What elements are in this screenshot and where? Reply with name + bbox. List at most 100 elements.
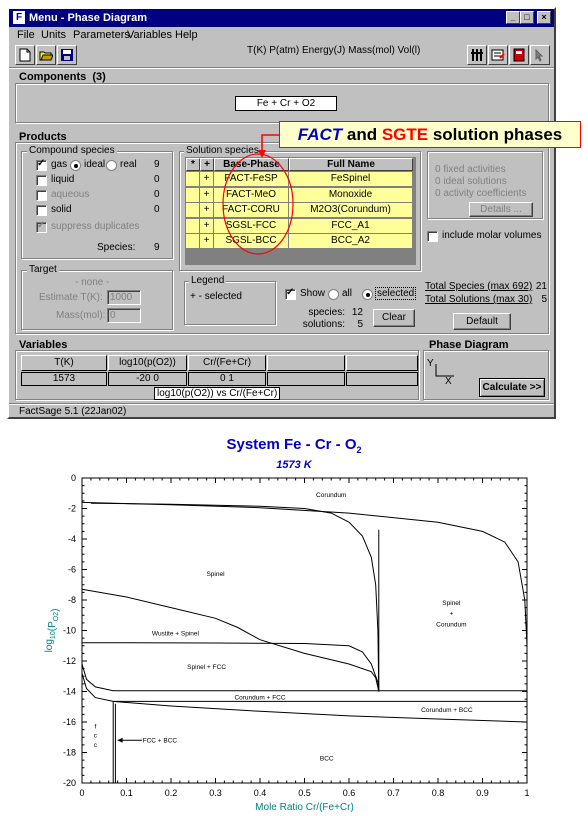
solution-row-plus-cell[interactable]: + [200,203,214,218]
variable-value[interactable] [267,372,345,386]
phase-boundary-line [81,673,527,702]
x-tick-label: 0.7 [387,788,400,798]
variable-header[interactable] [267,355,345,371]
compound-species-label: Compound species [27,145,117,156]
fixed-activities-text: 0 fixed activities [435,164,506,175]
x-axis-label: Mole Ratio Cr/(Fe+Cr) [255,802,354,813]
tools-button[interactable] [467,45,487,65]
variables-axes-text[interactable]: log10(p(O2)) vs Cr/(Fe+Cr) [154,387,281,400]
callout-box: FACT and SGTE solution phases [279,121,581,148]
header-star[interactable]: * [186,158,200,171]
maximize-button[interactable]: □ [520,11,534,24]
target-none: - none - [75,277,110,288]
solid-checkbox[interactable] [36,205,47,216]
menu-help[interactable]: Help [175,29,198,41]
target-group [21,270,173,330]
include-molar-volumes-checkbox[interactable] [427,231,438,242]
close-button[interactable]: × [537,11,551,24]
variable-value[interactable]: 0 1 [188,372,266,386]
gas-checkbox[interactable] [36,158,47,171]
variable-header[interactable]: log10(p(O2)) [108,355,187,371]
liquid-checkbox[interactable] [36,175,47,186]
edit-button[interactable] [488,45,508,65]
details-button[interactable]: Details ... [469,202,533,217]
toolbar-separator [9,67,554,69]
solution-row-star-cell[interactable] [186,203,200,218]
aqueous-label: aqueous [51,189,90,200]
y-tick-label: -4 [68,534,76,544]
solution-row-star-cell[interactable] [186,172,200,187]
variable-value[interactable] [346,372,418,386]
default-button[interactable]: Default [453,313,511,330]
show-selected-radio[interactable] [362,289,373,300]
legend-group [184,281,276,325]
menu-file[interactable]: File [17,29,35,41]
phase-boundary-line [81,642,380,692]
chart-subtitle: 1573 K [276,459,312,471]
components-formula-field[interactable]: Fe + Cr + O2 [235,96,337,111]
phase-field-label: FCC + BCC [143,737,178,744]
header-base-phase[interactable]: Base-Phase [214,158,289,171]
axes-icon [435,364,454,377]
solution-row-plus-cell[interactable]: + [200,218,214,234]
solution-row-plus-cell[interactable]: + [200,172,214,187]
variable-value[interactable]: 1573 [21,372,107,386]
solution-species-group [179,151,421,271]
mass-input[interactable]: 0 [107,308,141,323]
solution-row-base-phase[interactable]: SGSL-FCC [214,218,289,234]
target-label: Target [27,264,59,275]
phase-field-label: Corundum + BCC [421,707,473,714]
clear-button[interactable]: Clear [373,309,415,327]
solution-row-full-name[interactable]: FeSpinel [289,172,413,187]
solutions-total-label: solutions: [302,319,345,330]
menu-variables[interactable]: Variables [127,29,173,41]
title-bar[interactable]: F Menu - Phase Diagram _ □ × [9,9,554,27]
open-file-button[interactable] [36,45,56,65]
y-tick-label: -16 [63,717,76,727]
real-radio[interactable] [106,160,117,171]
suppress-duplicates-checkbox[interactable] [36,220,47,233]
solution-row-full-name[interactable]: FCC_A1 [289,218,413,234]
save-file-button[interactable] [57,45,77,65]
solution-species-label: Solution species [184,145,261,156]
menu-parameters[interactable]: Parameters [73,29,130,41]
solution-row-star-cell[interactable] [186,218,200,234]
show-label: Show [300,288,326,299]
solution-row-full-name[interactable]: Monoxide [289,187,413,203]
variable-header[interactable]: T(K) [21,355,107,371]
phase-field-label: c [94,742,98,749]
phase-field-label: f [94,724,96,731]
phase-boundary-line [81,501,528,646]
header-plus[interactable]: + [200,158,214,171]
show-all-radio[interactable] [328,289,339,300]
x-tick-label: 0.5 [298,788,311,798]
base-phase-highlight-ellipse [222,153,294,255]
variable-value[interactable]: -20 0 [108,372,187,386]
variable-header[interactable] [346,355,418,371]
solution-row-full-name[interactable]: M2O3(Corundum) [289,203,413,218]
menu-units[interactable]: Units [41,29,67,41]
solution-row-base-phase[interactable]: FACT-CORU [214,203,289,218]
solution-row-plus-cell[interactable]: + [200,234,214,249]
gas-label: gas [51,159,68,170]
calculate-button[interactable]: Calculate >> [479,378,545,397]
help-button[interactable] [530,45,550,65]
header-full-name[interactable]: Full Name [289,158,413,171]
database-button[interactable] [509,45,529,65]
new-file-button[interactable] [15,45,35,65]
solution-row-star-cell[interactable] [186,234,200,249]
solution-row-plus-cell[interactable]: + [200,187,214,203]
ideal-radio[interactable] [70,160,81,171]
show-all-label: all [342,288,353,299]
solution-row-full-name[interactable]: BCC_A2 [289,234,413,249]
solution-row-base-phase[interactable]: FACT-MeO [214,187,289,203]
liquid-label: liquid [51,174,75,185]
phase-diagram-panel [423,350,549,400]
show-checkbox[interactable] [285,287,296,300]
minimize-button[interactable]: _ [506,11,520,24]
variable-header[interactable]: Cr/(Fe+Cr) [188,355,266,371]
total-solutions-label: Total Solutions (max 30) [425,294,533,305]
aqueous-checkbox[interactable] [36,190,47,201]
estimate-t-input[interactable]: 1000 [107,290,141,305]
solution-row-star-cell[interactable] [186,187,200,203]
